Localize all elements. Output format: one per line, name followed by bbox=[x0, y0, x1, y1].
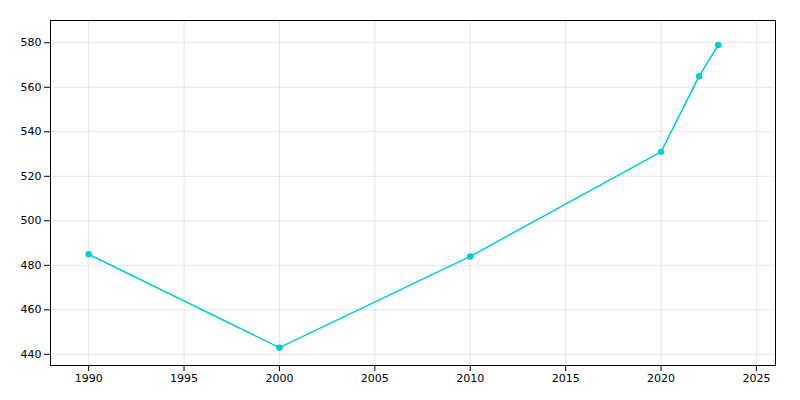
svg-text:480: 480 bbox=[21, 259, 42, 272]
svg-text:1990: 1990 bbox=[75, 372, 103, 385]
svg-text:560: 560 bbox=[21, 81, 42, 94]
svg-text:2000: 2000 bbox=[265, 372, 293, 385]
svg-text:580: 580 bbox=[21, 36, 42, 49]
svg-text:2020: 2020 bbox=[647, 372, 675, 385]
svg-text:2010: 2010 bbox=[456, 372, 484, 385]
svg-text:2025: 2025 bbox=[742, 372, 770, 385]
svg-text:440: 440 bbox=[21, 348, 42, 361]
svg-text:500: 500 bbox=[21, 214, 42, 227]
svg-text:2015: 2015 bbox=[552, 372, 580, 385]
svg-text:460: 460 bbox=[21, 303, 42, 316]
svg-text:540: 540 bbox=[21, 125, 42, 138]
svg-text:2005: 2005 bbox=[361, 372, 389, 385]
svg-text:520: 520 bbox=[21, 170, 42, 183]
svg-text:1995: 1995 bbox=[170, 372, 198, 385]
